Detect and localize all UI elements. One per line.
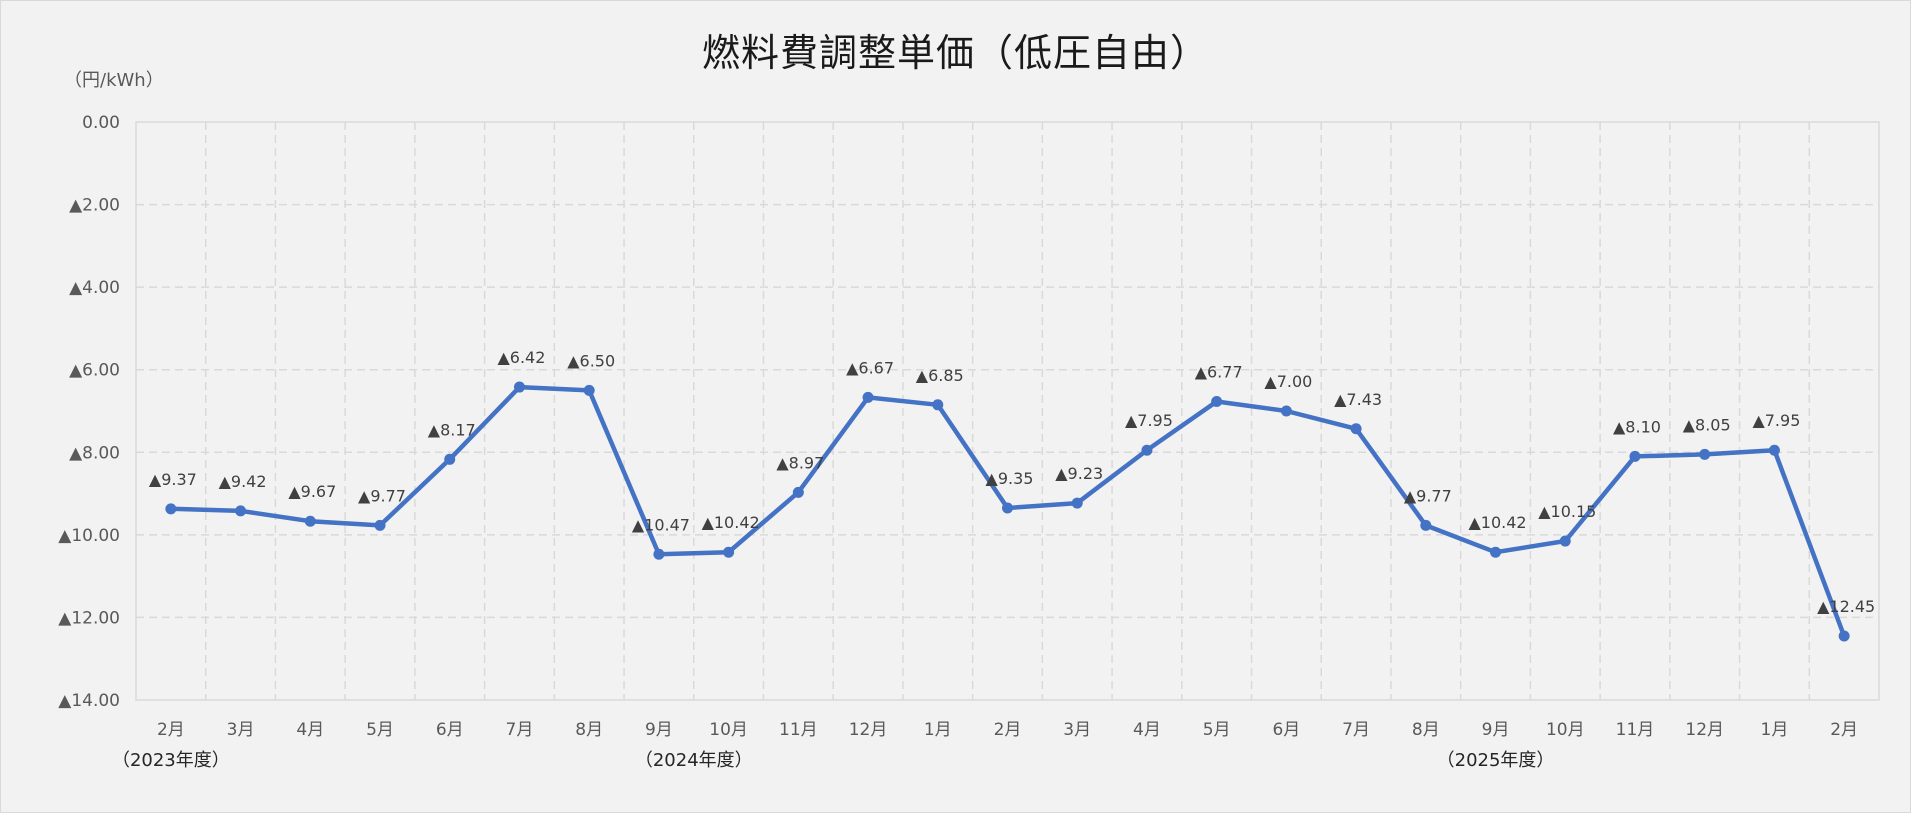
data-point-marker	[583, 384, 595, 396]
y-tick-label: ▲4.00	[69, 278, 120, 298]
x-tick-label: 6月	[1272, 720, 1300, 740]
data-label: ▲9.77	[1404, 486, 1452, 505]
data-point-marker	[1420, 519, 1432, 531]
data-labels: ▲9.37 ▲9.42 ▲9.67 ▲9.77 ▲8.17 ▲6.42 ▲6.50 ▲10.4…	[149, 348, 1875, 616]
y-tick-label: ▲6.00	[69, 361, 120, 381]
x-axis: 2月 3月 4月 5月 6月 7月 8月 9月 10月 11月 12月 1月 2月 3月 4月 5月 6月 7月 8…	[157, 720, 1858, 740]
x-tick-label: 4月	[296, 720, 324, 740]
data-label: ▲8.97	[776, 453, 824, 472]
x-tick-label: 7月	[1342, 720, 1370, 740]
data-label: ▲10.47	[632, 515, 690, 534]
x-tick-label: 10月	[1546, 720, 1585, 740]
data-point-marker	[1629, 450, 1641, 462]
data-point-marker	[1699, 448, 1711, 460]
y-axis: 0.00 ▲2.00 ▲4.00 ▲6.00 ▲8.00 ▲10.00 ▲12.00 ▲14.…	[58, 113, 120, 711]
data-point-marker	[1838, 630, 1850, 642]
fiscal-year-label: （2025年度）	[1437, 750, 1555, 771]
x-tick-label: 6月	[436, 720, 464, 740]
y-axis-unit-label: （円/kWh）	[64, 70, 164, 91]
data-point-marker	[792, 486, 804, 498]
data-label: ▲6.67	[846, 358, 894, 377]
y-tick-label: ▲8.00	[69, 443, 120, 463]
x-tick-label: 8月	[1412, 720, 1440, 740]
x-tick-label: 11月	[779, 720, 818, 740]
data-point-marker	[1141, 444, 1153, 456]
data-label: ▲9.23	[1055, 464, 1103, 483]
x-tick-label: 3月	[227, 720, 255, 740]
data-label: ▲7.00	[1264, 372, 1312, 391]
x-tick-label: 11月	[1616, 720, 1655, 740]
x-tick-label: 10月	[709, 720, 748, 740]
data-label: ▲9.37	[149, 470, 197, 489]
plot-area-border	[135, 121, 1880, 701]
data-label: ▲12.45	[1817, 597, 1875, 616]
y-tick-label: ▲2.00	[69, 196, 120, 216]
fiscal-year-labels: （2023年度） （2024年度） （2025年度）	[112, 750, 1554, 771]
data-label: ▲9.67	[288, 482, 336, 501]
data-label: ▲8.17	[428, 420, 476, 439]
x-tick-label: 5月	[366, 720, 394, 740]
data-point-marker	[513, 381, 525, 393]
data-label: ▲10.15	[1538, 502, 1596, 521]
data-label: ▲6.85	[916, 366, 964, 385]
data-point-marker	[1559, 535, 1571, 547]
x-tick-label: 3月	[1063, 720, 1091, 740]
data-label: ▲9.35	[986, 469, 1034, 488]
x-tick-label: 2月	[994, 720, 1022, 740]
data-point-marker	[304, 515, 316, 527]
fiscal-year-label: （2023年度）	[112, 750, 230, 771]
data-label: ▲7.43	[1334, 390, 1382, 409]
y-tick-label: ▲12.00	[58, 608, 120, 628]
data-point-marker	[723, 546, 735, 558]
data-point-marker	[1071, 497, 1083, 509]
x-tick-label: 1月	[1761, 720, 1789, 740]
y-tick-label: 0.00	[82, 113, 120, 133]
x-tick-label: 12月	[849, 720, 888, 740]
data-label: ▲9.77	[358, 486, 406, 505]
gridlines	[136, 122, 1879, 700]
x-tick-label: 5月	[1203, 720, 1231, 740]
data-point-marker	[862, 391, 874, 403]
data-point-marker	[1280, 405, 1292, 417]
chart-title: 燃料費調整単価（低圧自由）	[701, 31, 1209, 75]
fiscal-year-label: （2024年度）	[635, 750, 753, 771]
data-label: ▲10.42	[1468, 513, 1526, 532]
data-point-marker	[1211, 396, 1223, 408]
data-point-marker	[932, 399, 944, 411]
y-tick-label: ▲14.00	[58, 691, 120, 711]
data-point-marker	[374, 519, 386, 531]
data-label: ▲6.42	[497, 348, 545, 367]
x-tick-label: 9月	[1482, 720, 1510, 740]
data-series	[165, 381, 1850, 642]
data-point-marker	[653, 548, 665, 560]
x-tick-label: 2月	[1830, 720, 1858, 740]
x-tick-label: 2月	[157, 720, 185, 740]
data-label: ▲7.95	[1752, 411, 1800, 430]
data-label: ▲6.77	[1195, 363, 1243, 382]
y-tick-label: ▲10.00	[58, 526, 120, 546]
data-point-marker	[1768, 444, 1780, 456]
data-label: ▲8.05	[1683, 415, 1731, 434]
data-point-marker	[1350, 423, 1362, 435]
data-point-marker	[235, 505, 247, 517]
x-tick-label: 8月	[575, 720, 603, 740]
data-point-marker	[1490, 546, 1502, 558]
x-tick-label: 4月	[1133, 720, 1161, 740]
data-point-marker	[1002, 502, 1013, 514]
x-tick-label: 9月	[645, 720, 673, 740]
x-tick-label: 7月	[506, 720, 534, 740]
data-label: ▲6.50	[567, 351, 615, 370]
x-tick-label: 12月	[1685, 720, 1724, 740]
data-label: ▲8.10	[1613, 417, 1661, 436]
data-label: ▲10.42	[702, 513, 760, 532]
data-point-marker	[165, 503, 177, 515]
x-tick-label: 1月	[924, 720, 952, 740]
data-point-marker	[444, 453, 456, 465]
data-label: ▲9.42	[219, 472, 267, 491]
data-label: ▲7.95	[1125, 411, 1173, 430]
